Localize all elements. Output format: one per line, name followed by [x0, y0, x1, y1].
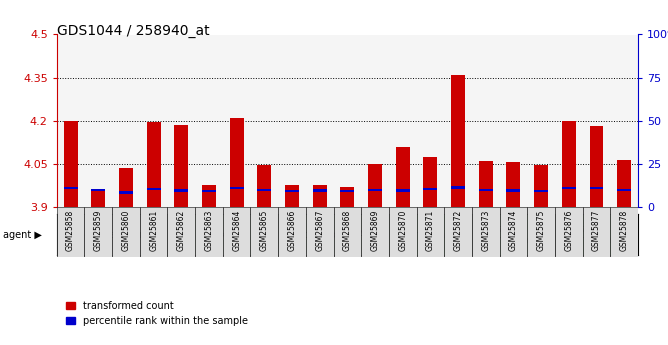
Bar	[285, 185, 299, 207]
Text: GSM25859: GSM25859	[94, 209, 103, 251]
Text: GSM25864: GSM25864	[232, 209, 241, 251]
Bar	[562, 121, 576, 207]
Text: GSM25869: GSM25869	[371, 209, 379, 251]
Bar	[278, 207, 306, 257]
Bar	[63, 187, 77, 189]
Bar	[361, 207, 389, 257]
Text: agent ▶: agent ▶	[3, 230, 42, 239]
Bar	[341, 187, 354, 207]
Bar	[63, 121, 77, 207]
Text: GSM25868: GSM25868	[343, 209, 352, 251]
Text: GSM25870: GSM25870	[398, 209, 407, 251]
Bar	[257, 189, 271, 191]
Bar	[202, 185, 216, 207]
Bar	[119, 168, 133, 207]
Bar	[500, 207, 527, 257]
Bar	[590, 187, 603, 189]
Text: GSM25860: GSM25860	[122, 209, 130, 251]
Bar	[451, 186, 465, 189]
Bar	[112, 207, 140, 257]
Bar	[444, 207, 472, 257]
Bar	[451, 75, 465, 207]
Bar	[195, 207, 223, 257]
Bar	[424, 157, 438, 207]
Bar	[119, 191, 133, 194]
Text: GSM25862: GSM25862	[177, 209, 186, 251]
Legend: transformed count, percentile rank within the sample: transformed count, percentile rank withi…	[61, 297, 252, 330]
Bar	[368, 164, 382, 207]
Bar	[590, 127, 603, 207]
Bar	[306, 207, 333, 257]
Bar	[223, 207, 250, 257]
Bar	[424, 188, 438, 190]
Bar	[278, 214, 389, 255]
Bar	[479, 189, 492, 191]
Bar	[202, 190, 216, 192]
Bar	[479, 161, 492, 207]
Text: compound A: compound A	[303, 230, 364, 239]
Bar	[395, 189, 409, 192]
Bar	[333, 207, 361, 257]
Text: GSM25865: GSM25865	[260, 209, 269, 251]
Bar	[562, 187, 576, 189]
Text: GDS1044 / 258940_at: GDS1044 / 258940_at	[57, 24, 209, 38]
Text: GSM25866: GSM25866	[287, 209, 297, 251]
Bar	[368, 189, 382, 191]
Bar	[230, 118, 244, 207]
Text: GSM25874: GSM25874	[509, 209, 518, 251]
Bar	[147, 188, 160, 190]
Bar	[555, 207, 582, 257]
Bar	[617, 159, 631, 207]
Text: auxin,
compound A: auxin, compound A	[483, 224, 544, 245]
Bar	[230, 187, 244, 189]
Text: GSM25872: GSM25872	[454, 209, 462, 251]
Text: compound B: compound B	[399, 230, 461, 239]
Text: negative control: negative control	[72, 230, 152, 239]
Bar	[341, 190, 354, 192]
Text: GSM25867: GSM25867	[315, 209, 324, 251]
Bar	[389, 207, 417, 257]
Text: GSM25858: GSM25858	[66, 209, 75, 251]
Text: GSM25878: GSM25878	[620, 209, 629, 251]
Text: GSM25876: GSM25876	[564, 209, 573, 251]
Text: auxin,
compound B: auxin, compound B	[566, 224, 627, 245]
Bar	[617, 189, 631, 191]
Bar	[472, 214, 555, 255]
Bar	[92, 189, 105, 191]
Bar	[257, 165, 271, 207]
Bar	[313, 185, 327, 207]
Bar	[555, 214, 638, 255]
Bar	[84, 207, 112, 257]
Bar	[395, 147, 409, 207]
Bar	[168, 207, 195, 257]
Bar	[285, 190, 299, 192]
Bar	[611, 207, 638, 257]
Bar	[250, 207, 278, 257]
Bar	[168, 214, 278, 255]
Text: GSM25877: GSM25877	[592, 209, 601, 251]
Text: auxin: auxin	[209, 230, 236, 239]
Bar	[389, 214, 472, 255]
Bar	[140, 207, 168, 257]
Bar	[506, 189, 520, 192]
Text: GSM25875: GSM25875	[536, 209, 546, 251]
Bar	[527, 207, 555, 257]
Bar	[582, 207, 611, 257]
Bar	[147, 122, 160, 207]
Bar	[174, 125, 188, 207]
Bar	[92, 190, 105, 207]
Bar	[417, 207, 444, 257]
Text: GSM25871: GSM25871	[426, 209, 435, 251]
Bar	[57, 214, 168, 255]
Bar	[534, 165, 548, 207]
Bar	[534, 190, 548, 192]
Text: GSM25861: GSM25861	[149, 209, 158, 251]
Bar	[174, 189, 188, 192]
Bar	[506, 162, 520, 207]
Bar	[472, 207, 500, 257]
Bar	[313, 189, 327, 192]
Text: GSM25873: GSM25873	[481, 209, 490, 251]
Text: GSM25863: GSM25863	[204, 209, 214, 251]
Bar	[57, 207, 84, 257]
